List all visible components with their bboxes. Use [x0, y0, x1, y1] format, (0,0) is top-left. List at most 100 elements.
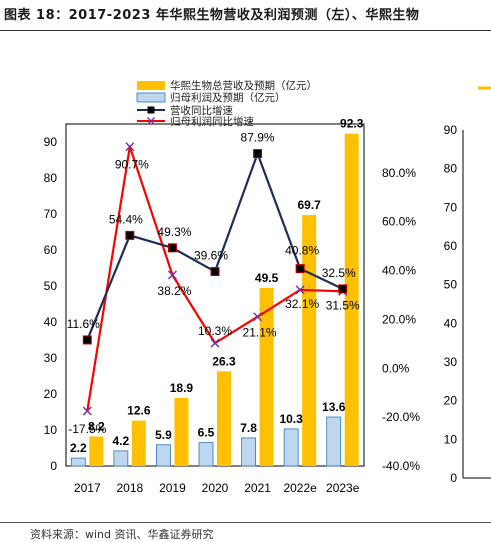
profit-bar-label: 5.9	[155, 428, 172, 442]
profit-growth-point	[295, 285, 305, 295]
revenue-growth-point	[338, 284, 348, 294]
profit-bar-label: 7.8	[240, 421, 257, 435]
right-axis-tick-label: 0.0%	[382, 361, 410, 375]
profit-bar	[241, 437, 256, 467]
x-axis-tick-label: 2019	[159, 481, 186, 495]
revenue-bar-label: 26.3	[212, 354, 236, 368]
revenue-growth-point	[295, 264, 305, 274]
profit-growth-label: -17.5%	[68, 422, 106, 436]
legend-label-profit: 归母利润及预期（亿元）	[170, 91, 286, 104]
revenue-growth-label: 49.3%	[157, 225, 191, 239]
legend-swatch-revenue	[137, 81, 165, 90]
revenue-growth-label: 40.8%	[285, 244, 319, 258]
left-axis-tick-label: 80	[44, 171, 58, 185]
left-axis-tick-label: 40	[44, 315, 58, 329]
x-axis-tick-label: 2018	[117, 481, 144, 495]
revenue-growth-label: 32.5%	[322, 266, 356, 280]
revenue-growth-point	[82, 335, 92, 345]
revenue-bar	[302, 215, 317, 466]
profit-growth-point	[210, 338, 220, 348]
profit-bar-label: 4.2	[113, 434, 130, 448]
revenue-growth-point	[167, 243, 177, 253]
profit-bar	[70, 457, 86, 467]
profit-growth-point	[125, 142, 135, 152]
profit-bar-label: 10.3	[279, 412, 303, 426]
profit-bar	[198, 442, 214, 467]
growth-lines	[82, 142, 348, 416]
revenue-bar-label: 12.6	[127, 404, 151, 418]
profit-growth-label: 32.1%	[285, 297, 319, 311]
legend-swatch-profit	[136, 92, 166, 103]
revenue-bar	[259, 287, 274, 466]
legend-label-revenue: 华熙生物总营收及预期（亿元）	[170, 79, 317, 92]
x-axis-tick-label: 2017	[74, 481, 101, 495]
left-axis-tick-label: 0	[50, 459, 57, 473]
profit-bar	[156, 444, 171, 467]
profit-growth-label: 21.1%	[243, 326, 277, 340]
revenue-bar-label: 69.7	[297, 198, 321, 212]
second-chart-axis: 0 10 20 30 40 50 60 70 80 90	[444, 123, 458, 485]
right-axis-tick-label: 40.0%	[382, 264, 416, 278]
second-chart-tick-label: 0	[450, 471, 457, 485]
profit-growth-label: 90.7%	[115, 158, 149, 172]
right-axis-tick-label: 80.0%	[382, 166, 416, 180]
legend: 华熙生物总营收及预期（亿元） 归母利润及预期（亿元） 营收同比增速 归母利润同比…	[136, 79, 317, 128]
right-axis-tick-label: 20.0%	[382, 312, 416, 326]
legend-label-revenue-growth: 营收同比增速	[170, 104, 233, 117]
profit-growth-point	[82, 406, 92, 416]
second-chart-tick-label: 30	[444, 355, 458, 369]
left-axis: 0 10 20 30 40 50 60 70 80 90	[44, 135, 58, 473]
revenue-bar	[217, 371, 231, 466]
left-axis-tick-label: 20	[44, 387, 58, 401]
profit-bar-label: 13.6	[322, 400, 346, 414]
page-title: 图表 18：2017-2023 年华熙生物营收及利润预测（左）、华熙生物	[4, 8, 420, 23]
main-plot-frame	[65, 123, 365, 467]
profit-bar	[113, 450, 129, 467]
profit-growth-label: 10.3%	[198, 324, 232, 338]
second-chart-tick-label: 40	[444, 316, 458, 330]
revenue-growth-point	[253, 149, 263, 159]
second-chart-tick-label: 10	[444, 432, 458, 446]
revenue-bar	[89, 436, 104, 466]
right-axis: -40.0% -20.0% 0.0% 20.0% 40.0% 60.0% 80.0%	[382, 166, 420, 473]
source-note: 资料来源：wind 资讯、华鑫证券研究	[30, 528, 214, 541]
revenue-growth-point	[210, 267, 220, 277]
revenue-bar-label: 49.5	[255, 271, 279, 285]
revenue-bar	[131, 420, 146, 466]
revenue-growth-point	[125, 230, 135, 240]
x-axis-tick-label: 2023e	[326, 481, 360, 495]
x-axis: 2017 2018 2019 2020 2021 2022e 2023e	[74, 481, 360, 495]
second-chart-tick-label: 90	[444, 123, 458, 137]
revenue-bar-label: 18.9	[170, 381, 194, 395]
revenue-bar	[344, 133, 359, 466]
profit-bar-label: 6.5	[198, 426, 215, 440]
revenue-profit-chart: 华熙生物总营收及预期（亿元） 归母利润及预期（亿元） 营收同比增速 归母利润同比…	[44, 79, 491, 495]
revenue-growth-label: 11.6%	[67, 317, 100, 331]
footer-divider	[0, 522, 491, 523]
profit-growth-point	[167, 270, 177, 280]
right-axis-tick-label: -20.0%	[382, 410, 420, 424]
second-chart-tick-label: 80	[444, 162, 458, 176]
profit-growth-label: 31.5%	[326, 298, 360, 312]
left-axis-tick-label: 10	[44, 423, 58, 437]
profit-growth-label: 38.2%	[157, 284, 191, 298]
legend-label-profit-growth: 归母利润同比增速	[170, 115, 254, 128]
legend-marker-revenue-growth	[147, 106, 155, 114]
revenue-bar	[174, 397, 189, 466]
second-chart-tick-label: 60	[444, 239, 458, 253]
revenue-growth-label: 39.6%	[194, 249, 228, 263]
second-chart-tick-label: 50	[444, 278, 458, 292]
revenue-growth-label: 54.4%	[109, 212, 143, 226]
left-axis-tick-label: 30	[44, 351, 58, 365]
bars	[70, 133, 359, 467]
revenue-growth-label: 87.9%	[241, 131, 275, 145]
revenue-bar-label: 8.2	[88, 419, 105, 433]
revenue-bar-label: 92.3	[340, 117, 364, 131]
x-axis-tick-label: 2022e	[283, 481, 317, 495]
legend-marker-profit-growth	[147, 117, 155, 125]
left-axis-tick-label: 60	[44, 243, 58, 257]
profit-growth-point	[253, 312, 263, 322]
profit-bar-label: 2.2	[70, 441, 87, 455]
x-axis-tick-label: 2020	[202, 481, 229, 495]
right-axis-tick-label: -40.0%	[382, 459, 420, 473]
